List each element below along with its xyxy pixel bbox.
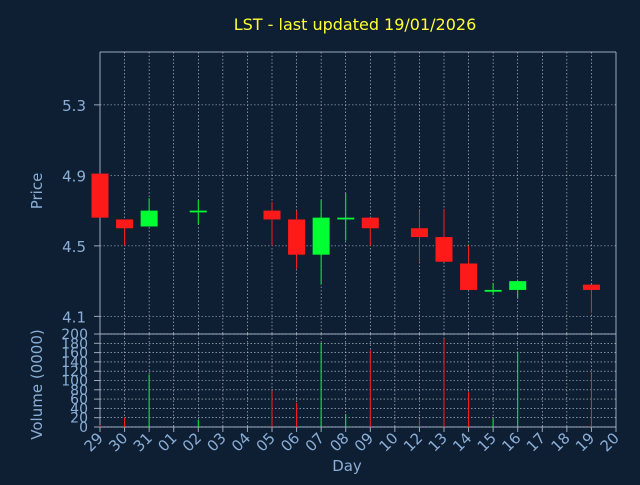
x-tick-label: 02 <box>179 429 205 455</box>
x-tick-label: 20 <box>597 429 623 455</box>
x-tick-label: 01 <box>154 429 180 455</box>
price-panel: 4.1 4.5 4.9 5.3 Price <box>28 51 617 334</box>
x-tick-label: 06 <box>277 429 303 455</box>
volume-bars <box>99 338 592 427</box>
price-y-axis-label: Price <box>28 173 46 210</box>
x-tick-label: 09 <box>351 429 377 455</box>
x-tick-label: 07 <box>302 429 328 455</box>
volume-y-axis-label: Volume (0000) <box>28 329 46 439</box>
volume-tick-label: 80 <box>70 383 88 399</box>
price-tick-label: 4.1 <box>62 308 86 326</box>
volume-tick-label: 140 <box>61 355 88 371</box>
candle-body <box>410 228 428 238</box>
candle-body <box>435 237 453 262</box>
x-tick-label: 30 <box>105 429 131 455</box>
volume-tick-label: 40 <box>70 401 88 417</box>
candles <box>91 173 600 313</box>
candle-body <box>312 217 330 255</box>
volume-tick-label: 20 <box>70 411 88 427</box>
x-tick-label: 14 <box>449 429 475 455</box>
x-axis-label: Day <box>332 457 362 475</box>
x-tick-label: 04 <box>228 429 254 455</box>
candle-body <box>361 217 379 229</box>
x-tick-label: 13 <box>425 429 451 455</box>
candle-body <box>337 217 355 220</box>
x-tick-label: 18 <box>547 429 573 455</box>
volume-tick-label: 60 <box>70 392 88 408</box>
volume-tick-label: 200 <box>61 327 88 343</box>
x-tick-label: 19 <box>572 429 598 455</box>
volume-grid <box>100 333 616 428</box>
x-tick-label: 15 <box>474 429 500 455</box>
x-tick-label: 31 <box>130 429 156 455</box>
x-tick-label: 03 <box>203 429 229 455</box>
chart-title: LST - last updated 19/01/2026 <box>234 15 477 34</box>
candle-body <box>189 210 207 213</box>
x-tick-label: 05 <box>253 429 279 455</box>
x-tick-label: 12 <box>400 429 426 455</box>
candle-body <box>91 173 109 218</box>
x-tick-label: 16 <box>498 429 524 455</box>
x-tick-label: 08 <box>326 429 352 455</box>
volume-tick-label: 180 <box>61 336 88 352</box>
x-tick-label: 10 <box>375 429 401 455</box>
candle-body <box>140 210 158 227</box>
candle-body <box>460 263 478 290</box>
x-ticks: 2930310102030405060708091012131415161718… <box>81 427 623 455</box>
volume-tick-label: 0 <box>79 420 88 436</box>
price-tick-label: 5.3 <box>62 97 86 115</box>
candle-body <box>116 219 134 229</box>
candle-body <box>263 210 281 220</box>
price-tick-label: 4.5 <box>62 238 86 256</box>
price-tick-label: 4.9 <box>62 167 86 185</box>
volume-tick-label: 120 <box>61 364 88 380</box>
x-tick-label: 17 <box>523 429 549 455</box>
candle-body <box>288 219 306 255</box>
candle-body <box>484 289 502 292</box>
price-y-ticks: 4.1 4.5 4.9 5.3 <box>62 97 100 326</box>
volume-tick-label: 160 <box>61 346 88 362</box>
candle-body <box>509 281 527 290</box>
price-grid <box>100 52 616 334</box>
volume-tick-label: 100 <box>61 374 88 390</box>
candle-body <box>582 284 600 290</box>
